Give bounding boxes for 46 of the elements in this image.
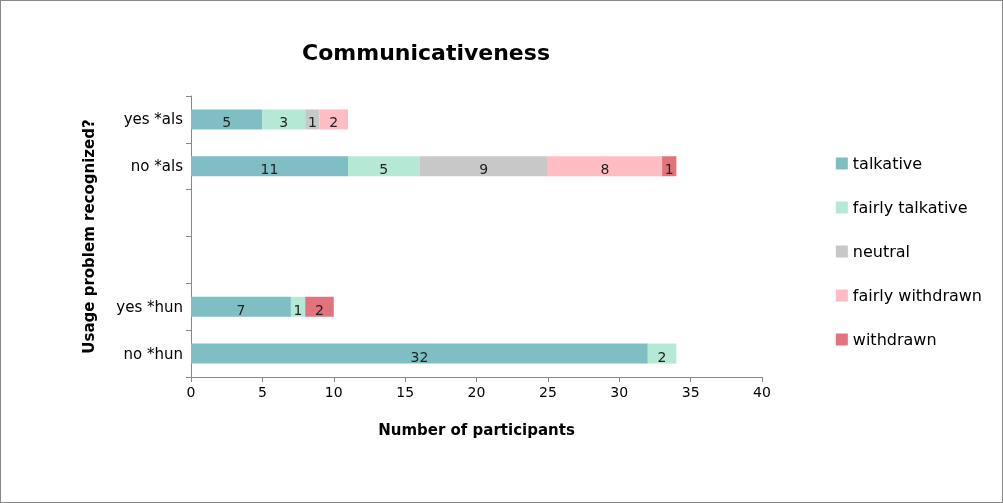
bar bbox=[319, 109, 349, 130]
bar bbox=[305, 296, 334, 317]
x-axis-title: Number of participants bbox=[378, 420, 575, 439]
x-tick-label: 5 bbox=[257, 384, 267, 400]
x-tick-label: 0 bbox=[186, 384, 196, 400]
data-label: 2 bbox=[315, 301, 324, 318]
data-label: 2 bbox=[329, 114, 339, 131]
data-label: 1 bbox=[293, 301, 303, 318]
bar bbox=[348, 156, 420, 177]
data-label: 11 bbox=[260, 161, 279, 178]
x-tick-label: 10 bbox=[324, 384, 343, 400]
data-label: 32 bbox=[410, 348, 429, 365]
data-label: 1 bbox=[307, 114, 317, 131]
data-label: 3 bbox=[279, 114, 289, 131]
bar bbox=[191, 156, 349, 177]
bar bbox=[647, 343, 677, 364]
x-tick-label: 25 bbox=[538, 384, 557, 400]
y-tick-label: yes *hun bbox=[116, 297, 183, 316]
x-tick-label: 20 bbox=[467, 384, 486, 400]
legend-label: fairly talkative bbox=[852, 198, 968, 217]
x-tick-label: 15 bbox=[396, 384, 415, 400]
bar bbox=[191, 296, 291, 317]
data-label: 8 bbox=[600, 161, 610, 178]
bar bbox=[262, 109, 306, 130]
x-tick-label: 40 bbox=[753, 384, 771, 400]
legend-label: fairly withdrawn bbox=[852, 286, 982, 305]
bar bbox=[191, 343, 648, 364]
data-label: 1 bbox=[664, 161, 674, 178]
bar bbox=[191, 109, 263, 130]
data-label: 7 bbox=[236, 301, 246, 318]
x-tick-label: 30 bbox=[610, 384, 629, 400]
legend-label: withdrawn bbox=[852, 330, 937, 349]
y-tick-label: yes *als bbox=[123, 110, 184, 129]
legend-label: neutral bbox=[852, 242, 911, 261]
chart-title: Communicativeness bbox=[302, 39, 550, 65]
y-tick-label: no *hun bbox=[123, 344, 183, 363]
data-label: 2 bbox=[657, 348, 667, 365]
bar bbox=[419, 156, 548, 177]
y-tick-label: no *als bbox=[130, 157, 184, 176]
data-label: 5 bbox=[222, 114, 232, 131]
x-tick-label: 35 bbox=[681, 384, 700, 400]
y-axis-title: Usage problem recognized? bbox=[79, 119, 98, 354]
data-label: 5 bbox=[379, 161, 389, 178]
bar bbox=[547, 156, 663, 177]
data-label: 9 bbox=[479, 161, 489, 178]
legend-label: talkative bbox=[852, 154, 923, 173]
